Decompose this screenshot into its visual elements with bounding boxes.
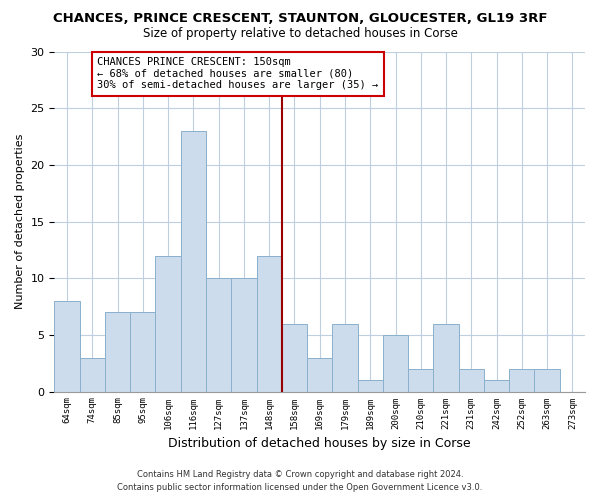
Bar xyxy=(181,131,206,392)
Bar xyxy=(55,301,80,392)
Bar xyxy=(257,256,282,392)
Bar xyxy=(484,380,509,392)
Bar xyxy=(408,369,433,392)
Text: Size of property relative to detached houses in Corse: Size of property relative to detached ho… xyxy=(143,28,457,40)
Bar xyxy=(231,278,257,392)
Bar xyxy=(130,312,155,392)
Text: Contains HM Land Registry data © Crown copyright and database right 2024.
Contai: Contains HM Land Registry data © Crown c… xyxy=(118,470,482,492)
Text: CHANCES, PRINCE CRESCENT, STAUNTON, GLOUCESTER, GL19 3RF: CHANCES, PRINCE CRESCENT, STAUNTON, GLOU… xyxy=(53,12,547,26)
Bar xyxy=(383,335,408,392)
Bar xyxy=(332,324,358,392)
X-axis label: Distribution of detached houses by size in Corse: Distribution of detached houses by size … xyxy=(169,437,471,450)
Bar xyxy=(105,312,130,392)
Bar xyxy=(155,256,181,392)
Bar xyxy=(80,358,105,392)
Y-axis label: Number of detached properties: Number of detached properties xyxy=(15,134,25,309)
Bar xyxy=(458,369,484,392)
Bar xyxy=(206,278,231,392)
Bar xyxy=(358,380,383,392)
Bar xyxy=(307,358,332,392)
Bar xyxy=(433,324,458,392)
Bar xyxy=(282,324,307,392)
Bar xyxy=(509,369,535,392)
Text: CHANCES PRINCE CRESCENT: 150sqm
← 68% of detached houses are smaller (80)
30% of: CHANCES PRINCE CRESCENT: 150sqm ← 68% of… xyxy=(97,57,379,90)
Bar xyxy=(535,369,560,392)
